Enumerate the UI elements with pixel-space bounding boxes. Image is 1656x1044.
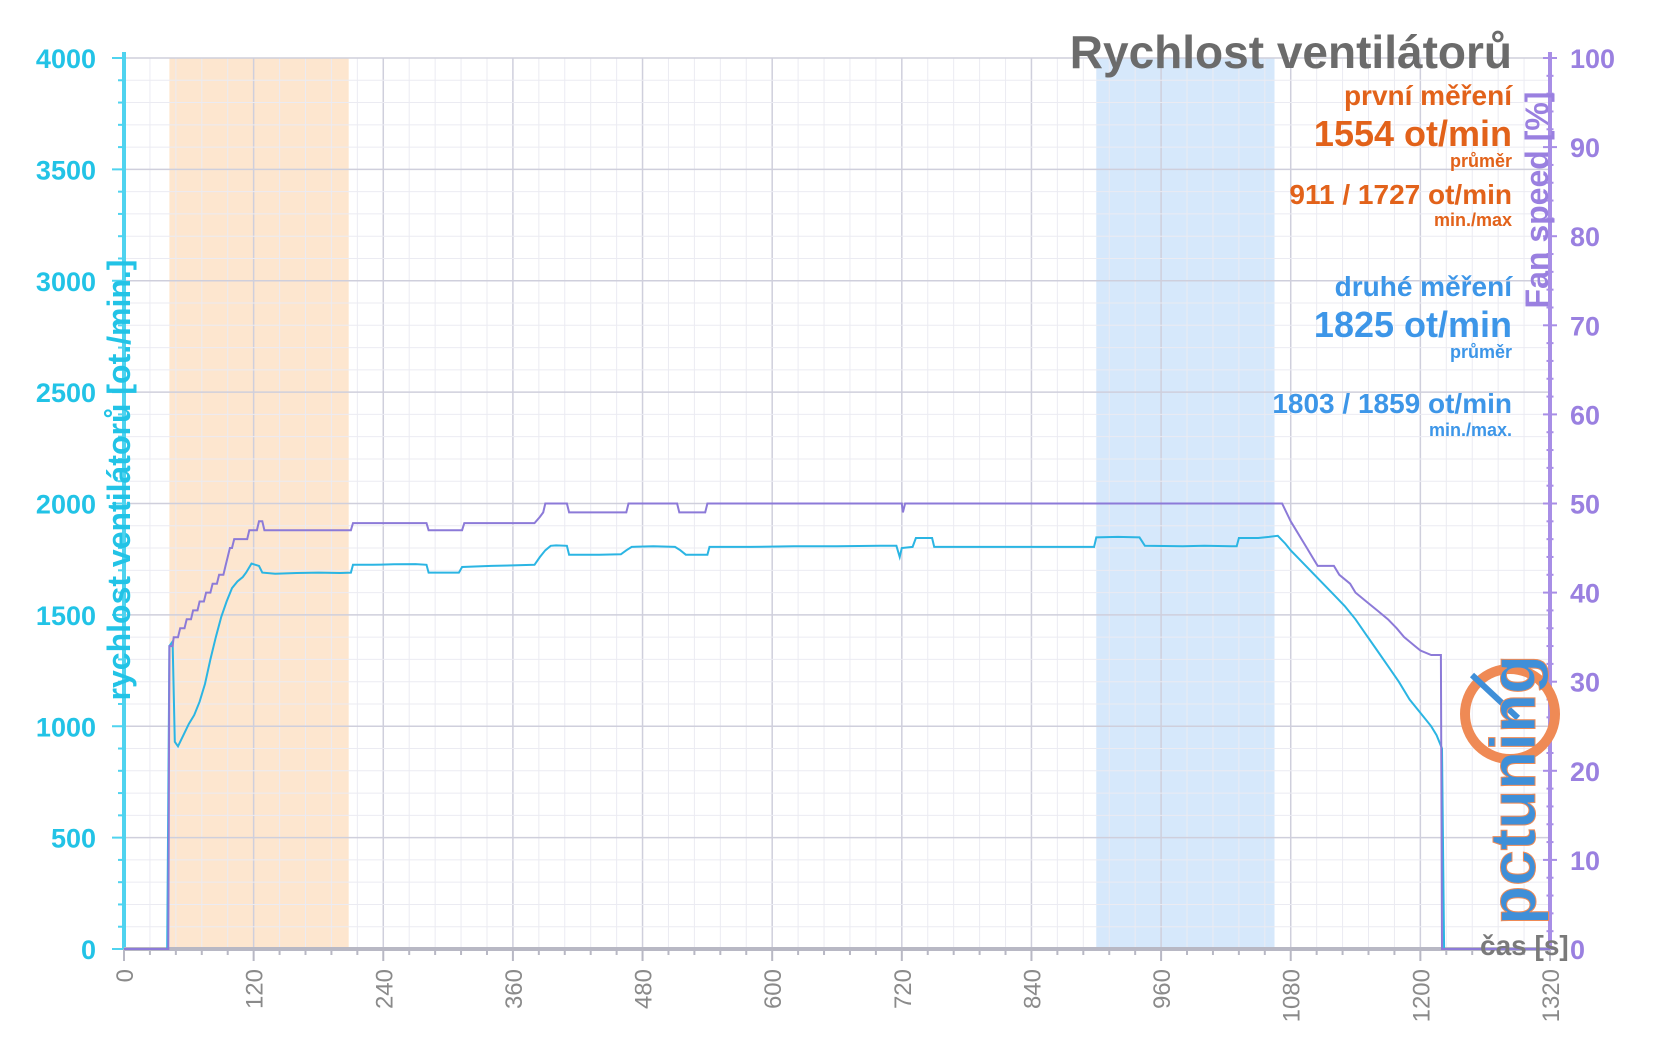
x-tick-label: 120	[242, 969, 269, 1009]
first-measure-label: první měření	[1344, 80, 1513, 111]
y-axis-title: rychlost ventilátorů [ot./min.]	[101, 260, 137, 701]
second-minmax-caption: min./max.	[1429, 420, 1512, 440]
y-right-tick-label: 40	[1570, 579, 1600, 609]
tick-labels: 0500100015002000250030003500400001020304…	[36, 44, 1615, 1022]
grid	[123, 57, 1551, 950]
second-measure-label: druhé měření	[1335, 271, 1514, 302]
series-line-1	[124, 534, 1550, 950]
x-tick-label: 840	[1019, 969, 1046, 1009]
y-axis-right-title: Fan speed [%]	[1519, 92, 1555, 309]
x-tick-label: 1320	[1538, 969, 1565, 1022]
x-tick-label: 480	[631, 969, 658, 1009]
y-tick-label: 2000	[36, 490, 96, 520]
second-measure-minmax: 1803 / 1859 ot/min	[1272, 388, 1512, 419]
y-right-tick-label: 60	[1570, 400, 1600, 430]
y-right-tick-label: 10	[1570, 846, 1600, 876]
first-minmax-caption: min./max	[1434, 210, 1512, 230]
series-group	[124, 502, 1550, 950]
y-right-tick-label: 90	[1570, 133, 1600, 163]
chart-title: Rychlost ventilátorů	[1070, 26, 1512, 78]
y-tick-label: 3500	[36, 155, 96, 185]
y-tick-label: 1000	[36, 712, 96, 742]
x-tick-label: 1200	[1408, 969, 1435, 1022]
y-right-tick-label: 0	[1570, 935, 1585, 965]
series-line-2	[124, 502, 1550, 950]
first-average-caption: průměr	[1450, 151, 1512, 171]
y-tick-label: 2500	[36, 378, 96, 408]
second-measure-average: 1825 ot/min	[1314, 304, 1512, 345]
y-tick-label: 0	[81, 935, 96, 965]
y-tick-label: 4000	[36, 44, 96, 74]
y-tick-label: 1500	[36, 601, 96, 631]
pctuning-logo: pctuning	[1460, 654, 1560, 926]
y-right-tick-label: 100	[1570, 44, 1615, 74]
y-right-tick-label: 50	[1570, 490, 1600, 520]
x-tick-label: 1080	[1279, 969, 1306, 1022]
x-tick-label: 600	[760, 969, 787, 1009]
second-average-caption: průměr	[1450, 342, 1512, 362]
x-tick-label: 240	[371, 969, 398, 1009]
first-measure-minmax: 911 / 1727 ot/min	[1289, 179, 1512, 210]
y-tick-label: 3000	[36, 267, 96, 297]
first-measure-average: 1554 ot/min	[1314, 113, 1512, 154]
y-right-tick-label: 80	[1570, 222, 1600, 252]
x-tick-label: 960	[1149, 969, 1176, 1009]
logo-text: pctuning	[1477, 655, 1549, 925]
y-right-tick-label: 70	[1570, 311, 1600, 341]
y-right-tick-label: 20	[1570, 757, 1600, 787]
x-tick-label: 720	[890, 969, 917, 1009]
x-tick-label: 0	[112, 969, 139, 982]
y-right-tick-label: 30	[1570, 668, 1600, 698]
axes	[112, 52, 1557, 961]
x-tick-label: 360	[501, 969, 528, 1009]
gauge-needle-icon	[1469, 672, 1521, 721]
gauge-icon	[1460, 664, 1560, 764]
y-tick-label: 500	[51, 824, 96, 854]
x-axis-title: čas [s]	[1480, 930, 1569, 961]
